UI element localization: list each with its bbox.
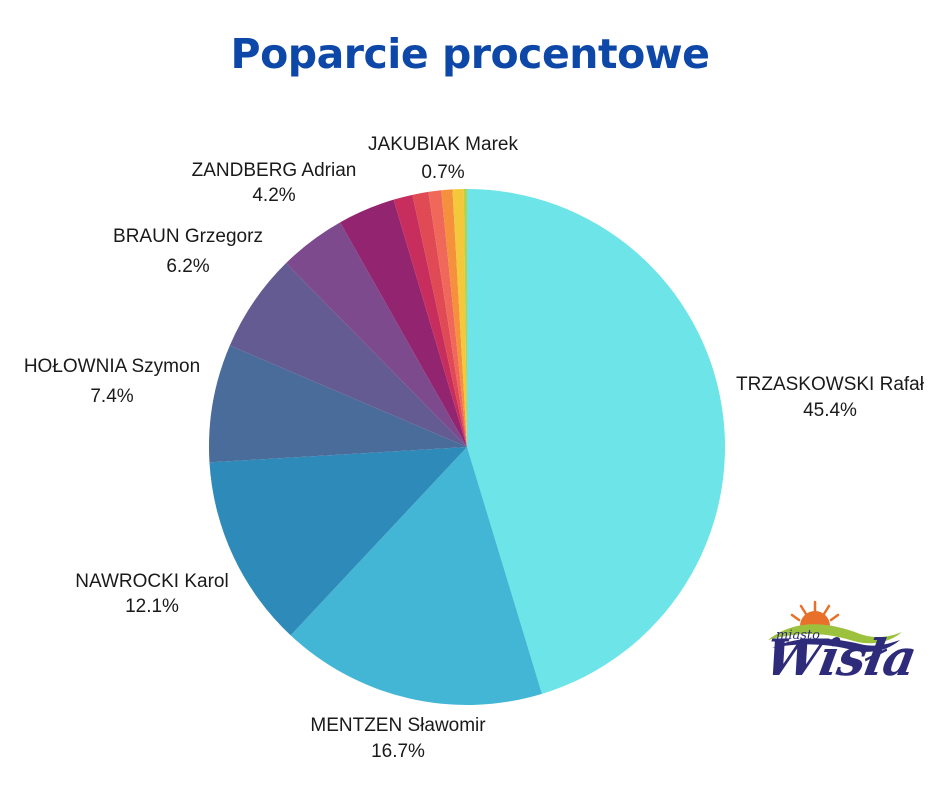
logo-graphic [768, 600, 902, 652]
pie-slice-12 [463, 189, 467, 447]
pie-slice-jakubiak [452, 189, 467, 447]
slice-name-label: BRAUN Grzegorz [113, 226, 263, 247]
pie-slice-7 [393, 194, 467, 447]
chart-title: Poparcie procentowe [230, 30, 710, 78]
pie-slice-8 [412, 191, 467, 447]
slice-value-label: 6.2% [166, 256, 209, 277]
slice-value-label: 4.2% [252, 185, 295, 206]
slice-name-label: ZANDBERG Adrian [192, 160, 357, 181]
slice-name-label: NAWROCKI Karol [75, 571, 228, 592]
pie-slice-zandberg [286, 222, 467, 447]
logo-big-text: Wisła [760, 628, 921, 687]
slice-name-label: TRZASKOWSKI Rafał [736, 374, 925, 395]
slice-value-label: 16.7% [371, 741, 425, 762]
slice-value-label: 7.4% [90, 386, 133, 407]
slice-value-label: 45.4% [803, 400, 857, 421]
pie-slice-braun [229, 263, 467, 447]
pie-slice-mentzen [290, 447, 542, 706]
pie-slice-6 [340, 199, 467, 447]
slice-value-label: 12.1% [125, 596, 179, 617]
slice-value-label: 0.7% [421, 162, 464, 183]
pie-slice-nawrocki [209, 447, 467, 636]
slice-name-label: MENTZEN Sławomir [310, 715, 486, 736]
pie-slice-9 [428, 190, 467, 448]
pie-slice-trzaskowski [467, 189, 726, 694]
pie-slice-hołownia [209, 345, 467, 463]
logo-small-text: miasto [776, 628, 820, 643]
pie-slice-10 [441, 189, 467, 447]
slice-name-label: JAKUBIAK Marek [368, 134, 518, 155]
slice-name-label: HOŁOWNIA Szymon [24, 356, 200, 377]
